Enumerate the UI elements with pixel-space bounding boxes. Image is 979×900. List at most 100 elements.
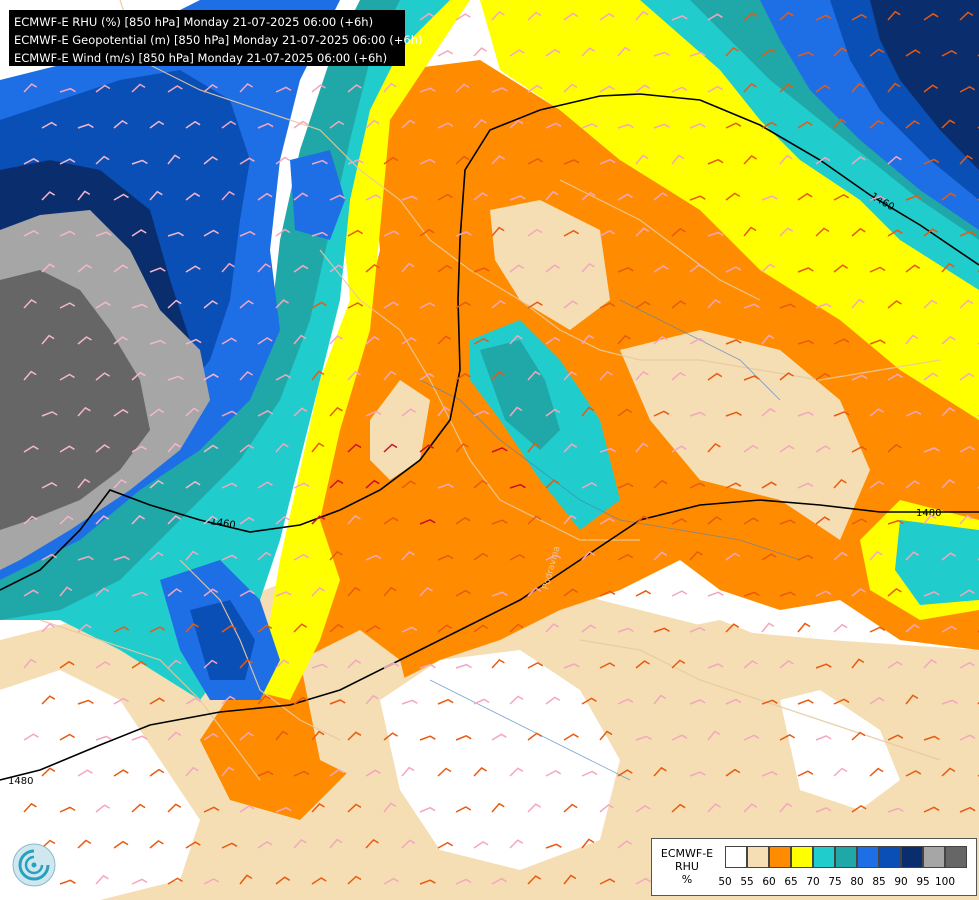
wind-barb: [95, 735, 112, 741]
wind-barb: [599, 85, 615, 93]
wind-barb: [491, 733, 507, 741]
wind-barb: [473, 47, 487, 57]
wind-barb: [671, 15, 688, 21]
wind-barb: [275, 806, 292, 813]
wind-barb: [239, 874, 253, 885]
wind-barb: [365, 554, 382, 561]
wind-barb: [383, 802, 397, 813]
wind-barb: [833, 411, 850, 417]
wind-barb: [599, 158, 616, 165]
wind-barb: [419, 518, 436, 525]
wind-barb: [527, 11, 542, 21]
wind-barb: [617, 266, 634, 273]
wind-barb: [527, 442, 541, 453]
wind-barb: [221, 482, 238, 489]
wind-barb: [689, 550, 703, 561]
river-lines: [419, 299, 801, 781]
wind-barb: [797, 267, 814, 273]
wind-barb: [383, 370, 397, 381]
wind-barb: [113, 555, 130, 561]
wind-barb: [59, 660, 75, 669]
wind-barb: [617, 408, 633, 417]
wind-barb: [437, 698, 454, 705]
wind-barb: [473, 410, 490, 417]
wind-barb: [491, 591, 508, 597]
wind-barb: [941, 335, 956, 345]
wind-barb: [959, 445, 976, 453]
wind-barb: [185, 407, 200, 417]
wind-barb: [959, 514, 973, 525]
wind-barb: [923, 735, 940, 741]
wind-barb: [185, 192, 201, 201]
wind-barb: [545, 264, 560, 273]
wind-barb: [707, 158, 724, 165]
rhu-patch-55-west: [370, 380, 430, 480]
wind-barb: [419, 879, 436, 885]
wind-barb: [527, 732, 543, 741]
wind-barb: [815, 372, 831, 381]
wind-barb: [95, 84, 111, 93]
wind-barb: [905, 334, 919, 345]
wind-barb: [275, 299, 289, 309]
wind-barb: [833, 478, 847, 489]
wind-barb: [23, 445, 39, 453]
wind-barb: [23, 157, 40, 165]
wind-barb: [59, 806, 76, 813]
wind-barb: [77, 123, 94, 129]
wind-barb: [383, 586, 397, 597]
wind-barb: [293, 334, 307, 345]
wind-barb: [833, 623, 848, 633]
wind-barb: [293, 264, 309, 273]
wind-barb: [347, 659, 362, 669]
legend-tick-label: 90: [894, 876, 908, 888]
wind-barb: [383, 516, 399, 525]
wind-barb: [401, 408, 417, 417]
wind-barb: [743, 734, 760, 741]
wind-barb: [59, 733, 75, 741]
rhu-band-75-center: [480, 340, 560, 450]
wind-barb: [455, 806, 472, 813]
wind-barb: [23, 589, 39, 597]
wind-barb: [419, 158, 436, 165]
rhu-patch-55-south: [300, 630, 420, 790]
wind-barb: [203, 300, 218, 309]
rhu-band-85-southwest: [190, 600, 255, 680]
wind-barb: [59, 158, 76, 165]
wind-barb: [401, 550, 415, 561]
wind-barb: [869, 339, 886, 345]
rhu-patch-55-north: [490, 200, 610, 330]
wind-barb: [635, 735, 652, 741]
wind-barb: [743, 803, 758, 813]
wind-barb: [671, 590, 688, 597]
legend-swatch: [725, 846, 747, 868]
wind-barb: [617, 627, 634, 633]
title-box: ECMWF-E RHU (%) [850 hPa] Monday 21-07-2…: [9, 10, 422, 66]
wind-barb: [923, 659, 937, 669]
wind-barb: [473, 119, 487, 129]
wind-barb: [743, 226, 757, 237]
wind-barb: [257, 624, 273, 633]
wind-barb: [365, 694, 379, 705]
wind-barb: [347, 803, 362, 813]
wind-barb: [509, 334, 523, 345]
wind-barb: [689, 699, 706, 705]
wind-barb: [275, 876, 291, 885]
wind-barb: [545, 554, 562, 561]
wind-barb: [455, 516, 471, 525]
wind-barb: [797, 554, 814, 561]
wind-barb: [185, 120, 201, 129]
legend-tick-label: 50: [718, 876, 732, 888]
rhu-band-65-northeast: [480, 0, 979, 420]
wind-barb: [311, 84, 326, 93]
wind-barb: [563, 588, 579, 597]
wind-barb: [347, 731, 362, 741]
rhu-patch-55-east: [620, 330, 870, 540]
wind-barb: [221, 766, 235, 777]
wind-barb: [401, 626, 418, 633]
wind-barb: [311, 515, 326, 525]
wind-barb: [329, 264, 345, 273]
wind-barb: [779, 154, 793, 165]
wind-barb: [347, 159, 364, 165]
wind-barb: [365, 479, 380, 489]
wind-barb: [347, 443, 362, 453]
